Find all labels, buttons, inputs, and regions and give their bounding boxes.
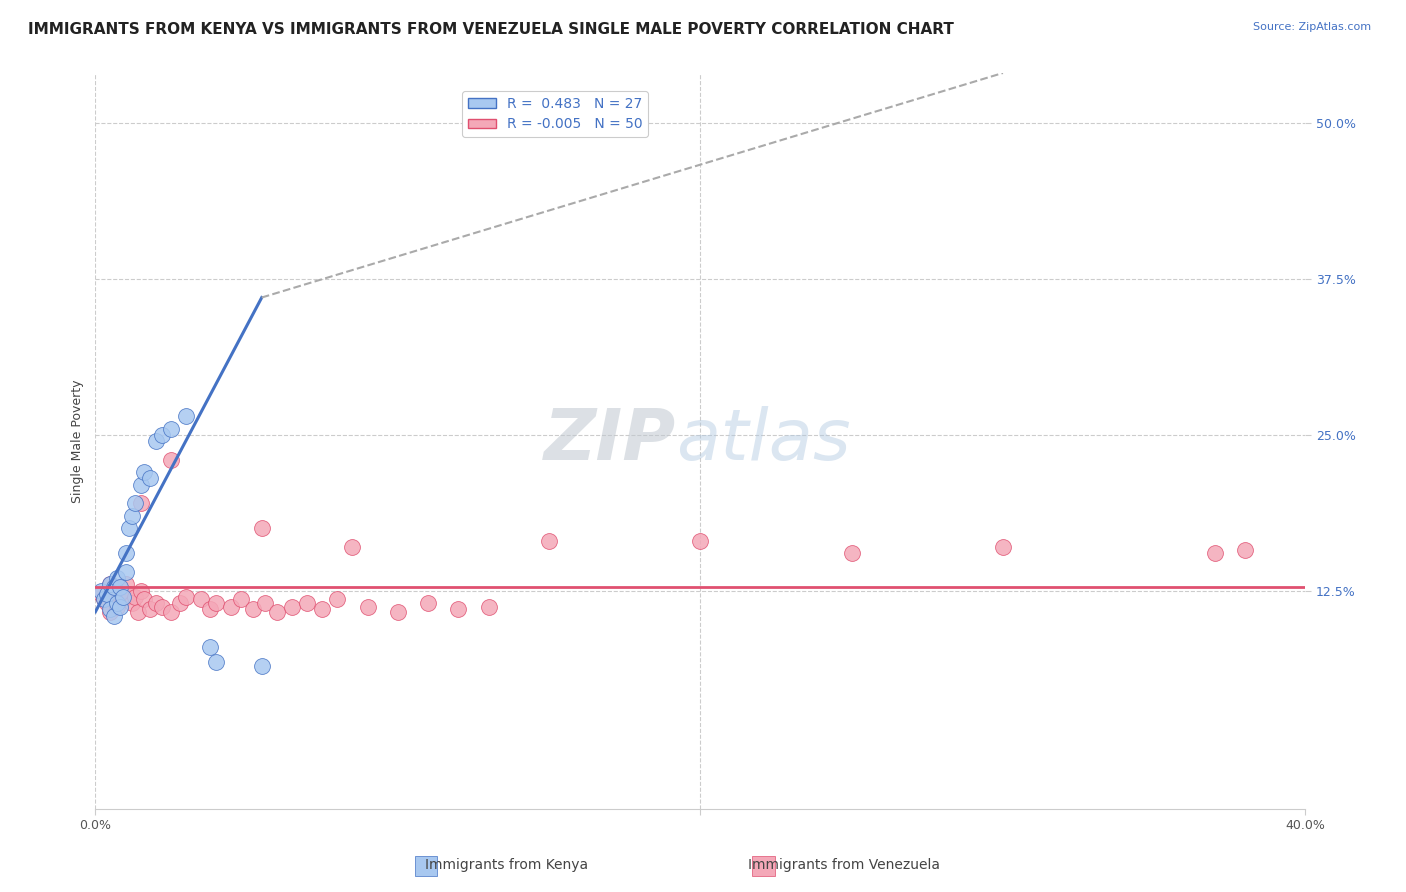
Point <box>200 640 222 654</box>
Point <box>281 599 304 614</box>
Point <box>129 477 152 491</box>
Point <box>108 599 131 614</box>
Point <box>190 592 212 607</box>
Point <box>105 590 128 604</box>
Point <box>991 540 1014 554</box>
Point <box>124 590 146 604</box>
Point <box>108 580 131 594</box>
Text: IMMIGRANTS FROM KENYA VS IMMIGRANTS FROM VENEZUELA SINGLE MALE POVERTY CORRELATI: IMMIGRANTS FROM KENYA VS IMMIGRANTS FROM… <box>28 22 955 37</box>
Point <box>160 452 183 467</box>
Point <box>200 602 222 616</box>
Point <box>242 602 264 616</box>
Point <box>326 592 349 607</box>
Point <box>841 546 863 560</box>
Point <box>229 592 252 607</box>
Point <box>145 596 167 610</box>
Point <box>160 605 183 619</box>
Point <box>174 409 197 423</box>
Point <box>111 592 134 607</box>
Point <box>139 602 162 616</box>
Point <box>105 596 128 610</box>
Point <box>100 577 122 591</box>
Text: Immigrants from Venezuela: Immigrants from Venezuela <box>748 858 939 872</box>
Point <box>205 596 228 610</box>
Point <box>103 583 125 598</box>
Point <box>114 565 136 579</box>
Point <box>117 587 139 601</box>
Point <box>100 602 122 616</box>
Point <box>96 596 118 610</box>
Point <box>150 599 173 614</box>
Point <box>139 471 162 485</box>
Text: Source: ZipAtlas.com: Source: ZipAtlas.com <box>1253 22 1371 32</box>
Point <box>416 596 439 610</box>
Point <box>100 577 122 591</box>
Point <box>160 421 183 435</box>
Point <box>90 583 112 598</box>
Point <box>121 508 143 523</box>
Legend: R =  0.483   N = 27, R = -0.005   N = 50: R = 0.483 N = 27, R = -0.005 N = 50 <box>463 91 648 137</box>
Point <box>1204 546 1226 560</box>
Point <box>356 599 378 614</box>
Point <box>295 596 318 610</box>
Point <box>266 605 288 619</box>
Point <box>132 592 155 607</box>
Point <box>253 596 276 610</box>
Point <box>311 602 333 616</box>
Point <box>169 596 191 610</box>
Point <box>90 587 112 601</box>
Point <box>111 590 134 604</box>
Point <box>150 427 173 442</box>
Point <box>121 596 143 610</box>
Text: atlas: atlas <box>676 407 851 475</box>
Point <box>105 571 128 585</box>
Point <box>1233 542 1256 557</box>
Point <box>221 599 243 614</box>
Point <box>689 533 711 548</box>
Point <box>114 577 136 591</box>
Point <box>174 590 197 604</box>
Point <box>145 434 167 448</box>
Point <box>108 580 131 594</box>
Point <box>250 658 273 673</box>
Point <box>105 599 128 614</box>
Point <box>103 580 125 594</box>
Point <box>96 587 118 601</box>
Point <box>342 540 364 554</box>
Point <box>103 608 125 623</box>
Point <box>387 605 409 619</box>
Point <box>132 465 155 479</box>
Point <box>93 592 115 607</box>
Point <box>129 496 152 510</box>
Point <box>93 592 115 607</box>
Point <box>117 521 139 535</box>
Point <box>205 655 228 669</box>
Y-axis label: Single Male Poverty: Single Male Poverty <box>72 379 84 503</box>
Point <box>447 602 470 616</box>
Point <box>129 583 152 598</box>
Text: Immigrants from Kenya: Immigrants from Kenya <box>425 858 588 872</box>
Point <box>124 496 146 510</box>
Point <box>114 546 136 560</box>
Point <box>250 521 273 535</box>
Text: ZIP: ZIP <box>544 407 676 475</box>
Point <box>478 599 501 614</box>
Point <box>100 605 122 619</box>
Point <box>538 533 561 548</box>
Point <box>127 605 149 619</box>
